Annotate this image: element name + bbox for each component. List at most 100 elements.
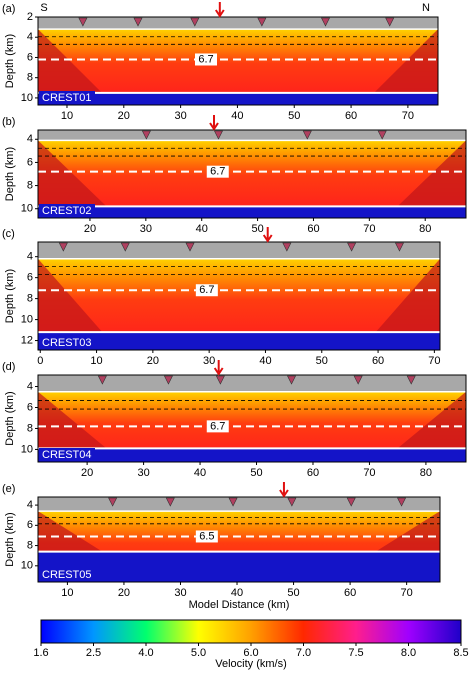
station — [141, 130, 151, 140]
direction-label: S — [40, 2, 47, 14]
margin-wedge — [397, 391, 466, 449]
y-tick-label: 10 — [21, 560, 33, 572]
name-box — [39, 91, 95, 104]
x-tick-label: 0 — [37, 355, 43, 367]
crust — [38, 140, 466, 218]
station — [353, 375, 363, 385]
x-tick-label: 40 — [259, 355, 271, 367]
station — [215, 375, 225, 385]
station — [78, 17, 88, 27]
x-tick-label: 50 — [316, 355, 328, 367]
y-axis-label: Depth (km) — [4, 34, 16, 88]
frame — [37, 496, 441, 583]
x-tick-label: 10 — [90, 355, 102, 367]
arrow — [213, 360, 224, 376]
colorbar-tick-label: 7.0 — [296, 647, 311, 659]
station — [185, 242, 195, 252]
panel-label: (a) — [2, 3, 15, 15]
x-tick-label: 60 — [344, 587, 356, 599]
x-tick-label: 80 — [419, 223, 431, 235]
panel-label: (b) — [2, 116, 15, 128]
name-box — [39, 336, 95, 349]
y-tick-label: 8 — [27, 72, 33, 84]
margin-wedge — [38, 511, 103, 552]
y-tick-label: 4 — [27, 499, 33, 511]
margin-wedge — [38, 140, 107, 207]
y-axis-label: Depth (km) — [4, 512, 16, 566]
contour-label: 6.5 — [199, 530, 214, 542]
y-tick-label: 8 — [27, 422, 33, 434]
x-tick-label: 40 — [231, 587, 243, 599]
y-axis-label: Depth (km) — [4, 391, 16, 445]
x-tick-label: 30 — [174, 587, 186, 599]
contour-label-box — [206, 420, 229, 433]
margin-wedge — [375, 258, 440, 333]
station — [406, 375, 416, 385]
x-tick-label: 30 — [174, 110, 186, 122]
colorbar-tick-label: 5.0 — [191, 647, 206, 659]
mantle — [38, 448, 466, 462]
mantle — [38, 206, 466, 218]
x-tick-label: 20 — [81, 467, 93, 479]
y-tick-label: 10 — [21, 313, 33, 325]
panel-label: (c) — [2, 228, 15, 240]
station — [302, 130, 312, 140]
x-tick-label: 20 — [118, 587, 130, 599]
contour-label-box — [195, 53, 217, 66]
x-tick-label: 30 — [203, 355, 215, 367]
colorbar-tick-label: 2.5 — [86, 647, 101, 659]
profile-name: CREST01 — [42, 92, 92, 104]
margin-wedge — [375, 511, 440, 552]
station — [228, 497, 238, 507]
y-tick-label: 6 — [27, 519, 33, 531]
colorbar-label: Velocity (km/s) — [215, 658, 287, 670]
profile-name: CREST02 — [42, 205, 92, 217]
contour-label: 6.7 — [210, 166, 225, 178]
arrow — [262, 227, 273, 243]
x-tick-label: 40 — [231, 110, 243, 122]
margin-wedge — [38, 391, 107, 449]
panel-label: (d) — [2, 361, 15, 373]
panel-label: (e) — [2, 483, 15, 495]
x-tick-label: 70 — [363, 223, 375, 235]
x-tick-label: 60 — [307, 467, 319, 479]
margin-wedge — [38, 258, 103, 333]
margin-wedge — [374, 29, 438, 93]
x-tick-label: 70 — [401, 587, 413, 599]
contour-label: 6.7 — [199, 284, 214, 296]
panel — [38, 17, 438, 105]
y-tick-label: 6 — [27, 401, 33, 413]
mantle — [38, 551, 440, 582]
x-axis-label: Model Distance (km) — [189, 599, 290, 611]
arrow — [214, 2, 225, 18]
panel — [38, 130, 466, 218]
y-tick-label: 10 — [21, 92, 33, 104]
profile-name: CREST04 — [42, 449, 92, 461]
colorbar — [40, 619, 462, 644]
x-tick-label: 30 — [140, 223, 152, 235]
x-tick-label: 70 — [363, 467, 375, 479]
colorbar-tick-label: 7.5 — [348, 647, 363, 659]
station — [394, 242, 404, 252]
colorbar-tick-label: 4.0 — [138, 647, 153, 659]
station — [347, 242, 357, 252]
station — [58, 242, 68, 252]
y-tick-label: 4 — [27, 133, 33, 145]
colorbar-tick-label: 6.0 — [243, 647, 258, 659]
y-tick-label: 8 — [27, 179, 33, 191]
contour-label: 6.7 — [198, 53, 213, 65]
station — [213, 130, 223, 140]
x-tick-label: 50 — [251, 223, 263, 235]
y-tick-label: 6 — [27, 156, 33, 168]
y-tick-label: 4 — [27, 251, 33, 263]
station — [377, 130, 387, 140]
contour-label: 6.7 — [210, 420, 225, 432]
arrow — [279, 482, 289, 498]
y-axis-label: Depth (km) — [4, 147, 16, 201]
panel — [38, 375, 466, 462]
station — [257, 17, 267, 27]
x-tick-label: 10 — [61, 587, 73, 599]
colorbar-tick-label: 8.5 — [453, 647, 468, 659]
margin-wedge — [397, 140, 466, 207]
